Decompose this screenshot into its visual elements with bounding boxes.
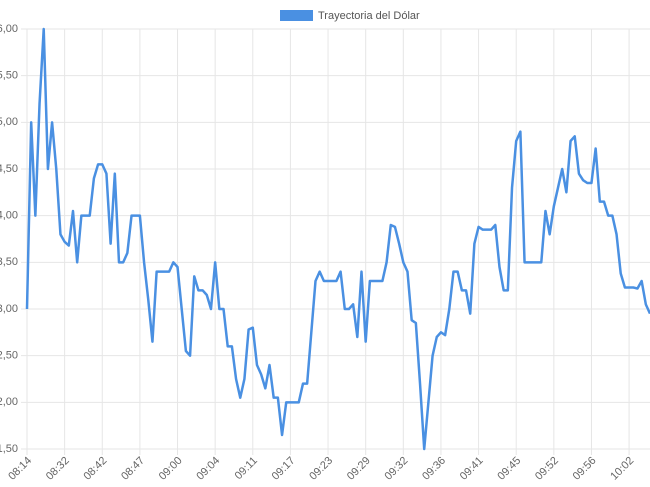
y-tick-label: 4,50 [0, 163, 18, 175]
x-tick-label: 10:02 [608, 455, 636, 483]
x-tick-label: 09:45 [495, 455, 523, 483]
y-tick-label: 5,50 [0, 70, 18, 82]
legend-label: Trayectoria del Dólar [318, 10, 420, 22]
y-tick-label: 4,00 [0, 210, 18, 222]
legend-swatch [280, 10, 313, 21]
x-tick-label: 08:32 [44, 455, 72, 483]
x-tick-label: 09:36 [420, 455, 448, 483]
x-tick-label: 09:00 [157, 455, 185, 483]
x-tick-label: 09:29 [345, 455, 373, 483]
data-line [25, 27, 650, 451]
x-tick-label: 09:11 [233, 455, 260, 482]
y-tick-label: 3,50 [0, 256, 18, 268]
x-tick-label: 09:41 [458, 455, 486, 483]
y-tick-label: 3,00 [0, 303, 18, 315]
x-tick-label: 09:17 [270, 455, 298, 483]
y-tick-label: 5,00 [0, 116, 18, 128]
x-tick-label: 09:23 [307, 455, 335, 483]
y-tick-label: 2,00 [0, 396, 18, 408]
x-tick-label: 09:04 [194, 455, 222, 483]
y-tick-label: 6,00 [0, 23, 18, 35]
x-tick-label: 08:47 [119, 455, 147, 483]
x-tick-label: 08:14 [6, 455, 34, 483]
x-tick-label: 09:56 [571, 455, 599, 483]
x-tick-label: 08:42 [81, 455, 109, 483]
y-tick-label: 2,50 [0, 350, 18, 362]
y-tick-label: 1,50 [0, 443, 18, 455]
x-tick-label: 09:32 [383, 455, 411, 483]
x-tick-label: 09:52 [533, 455, 561, 483]
